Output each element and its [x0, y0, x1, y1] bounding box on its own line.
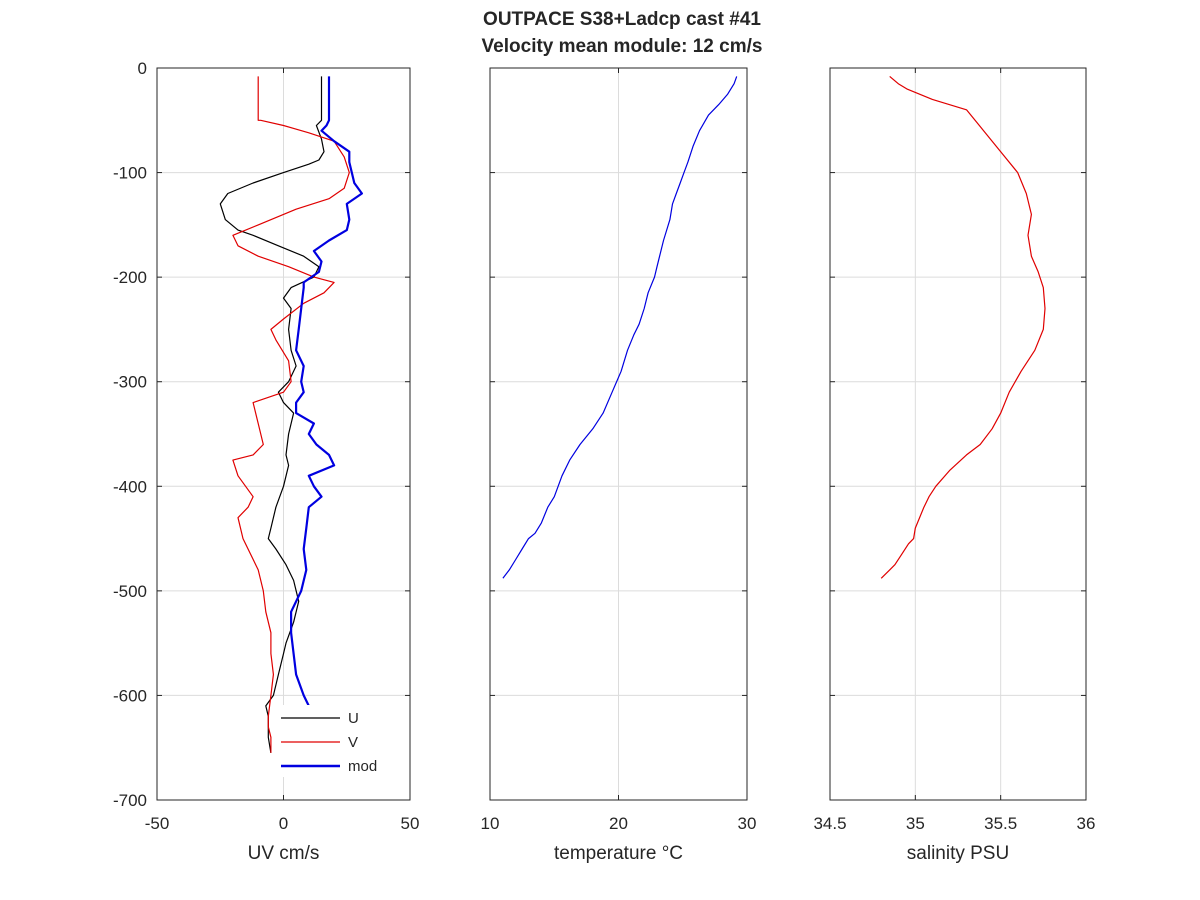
- temperature-x-tick-label: 10: [481, 814, 500, 833]
- figure-title-line2: Velocity mean module: 12 cm/s: [482, 36, 763, 57]
- salinity-panel: 34.5 35 35.5 36 salinity PSU: [813, 67, 1096, 864]
- temperature-x-axis-label: temperature °C: [554, 843, 683, 864]
- temperature-profile-line: [502, 76, 738, 579]
- temperature-series-layer: [502, 76, 738, 579]
- salinity-axes-box: [830, 68, 1086, 800]
- legend-u-label: U: [348, 710, 359, 727]
- y-tick-label: 0: [138, 59, 147, 78]
- salinity-grid: [830, 68, 1086, 800]
- velocity-x-axis-label: UV cm/s: [248, 843, 320, 864]
- velocity-x-tick-label: 50: [401, 814, 420, 833]
- temperature-panel: 10 20 30 temperature °C: [481, 67, 757, 864]
- salinity-profile-line: [880, 75, 1046, 579]
- salinity-x-tick-label: 35: [906, 814, 925, 833]
- temperature-grid: [490, 68, 747, 800]
- y-tick-label: -600: [113, 686, 147, 705]
- velocity-legend: U V mod: [276, 705, 386, 777]
- temperature-x-tick-label: 20: [609, 814, 628, 833]
- velocity-series-layer: [219, 76, 363, 753]
- velocity-series-v: [232, 76, 350, 753]
- legend-v-label: V: [348, 734, 358, 751]
- salinity-x-tick-label: 35.5: [984, 814, 1017, 833]
- temperature-ticks: 10 20 30: [481, 67, 757, 833]
- salinity-x-tick-label: 36: [1077, 814, 1096, 833]
- velocity-series-u: [219, 76, 325, 753]
- velocity-x-tick-label: 0: [279, 814, 288, 833]
- salinity-x-tick-label: 34.5: [813, 814, 846, 833]
- y-tick-label: -200: [113, 268, 147, 287]
- y-tick-label: -100: [113, 164, 147, 183]
- salinity-x-axis-label: salinity PSU: [907, 843, 1009, 864]
- y-tick-label: -500: [113, 582, 147, 601]
- velocity-x-tick-label: -50: [145, 814, 170, 833]
- figure-title-line1: OUTPACE S38+Ladcp cast #41: [483, 9, 761, 30]
- salinity-axes-frame: [829, 67, 1087, 801]
- salinity-series-layer: [880, 75, 1046, 579]
- y-tick-label: -400: [113, 477, 147, 496]
- temperature-x-tick-label: 30: [738, 814, 757, 833]
- y-tick-label: -700: [113, 791, 147, 810]
- salinity-ticks: 34.5 35 35.5 36: [813, 67, 1096, 833]
- velocity-series-mod: [290, 76, 363, 753]
- legend-mod-label: mod: [348, 758, 377, 775]
- y-tick-label: -300: [113, 373, 147, 392]
